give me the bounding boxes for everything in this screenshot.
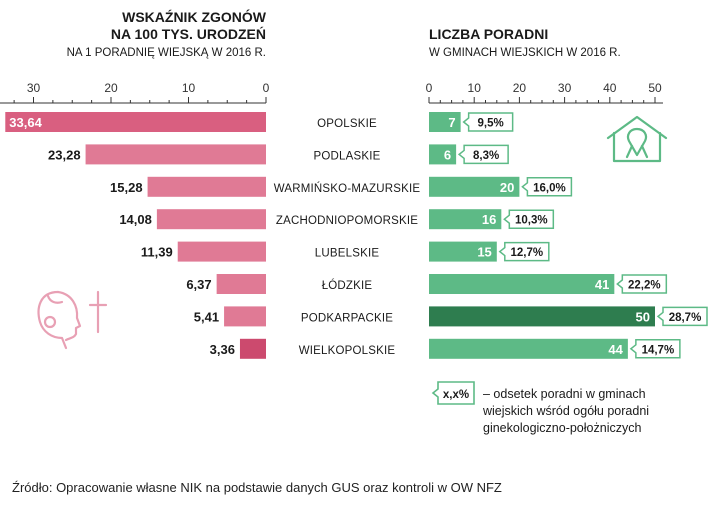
left-tick-label: 10 (182, 81, 196, 95)
percent-callout-box (503, 209, 555, 229)
right-tick-label: 10 (468, 81, 482, 95)
left-bar (5, 112, 266, 132)
right-bar (429, 306, 655, 327)
left-bar (239, 338, 266, 359)
percent-callout-box (457, 144, 509, 165)
region-label: PODKARPACKIE (301, 312, 393, 324)
left-bar-value: 23,28 (48, 147, 81, 162)
right-tick-label: 20 (513, 81, 527, 95)
region-label: LUBELSKIE (315, 248, 380, 260)
left-bar-value: 5,41 (194, 309, 219, 324)
legend-line-2: wiejskich wśród ogółu poradni (482, 404, 649, 418)
left-bar-value: 14,08 (119, 212, 152, 227)
percent-callout-label: 8,3% (473, 150, 499, 162)
region-label: ŁÓDZKIE (322, 279, 373, 292)
right-tick-label: 50 (648, 81, 662, 95)
left-bar (156, 209, 266, 230)
legend-symbol-box (431, 381, 475, 405)
region-label: ZACHODNIOPOMORSKIE (276, 215, 418, 227)
percent-callout-label: 28,7% (669, 312, 702, 324)
right-tick-label: 40 (603, 81, 617, 95)
left-bar-value: 3,36 (210, 342, 235, 357)
right-axis-ticks: 0 10 20 30 40 50 (426, 81, 663, 104)
left-tick-label: 30 (27, 81, 41, 95)
left-axis-ticks: 30 20 10 0 (0, 81, 270, 104)
region-labels: OPOLSKIE PODLASKIE WARMIŃSKO-MAZURSKIE ZACH… (274, 118, 421, 357)
percent-callout-box (462, 112, 514, 132)
right-chart-title: LICZBA PORADNI (429, 26, 548, 42)
chart-canvas: WSKAŹNIK ZGONÓW NA 100 TYS. URODZEŃ NA 1… (0, 8, 708, 435)
right-bar (429, 274, 615, 294)
legend-line-1: – odsetek poradni w gminach (483, 387, 646, 401)
right-bar-value: 7 (448, 115, 455, 130)
region-label: PODLASKIE (314, 150, 381, 162)
percent-legend: x,x% – odsetek poradni w gminach wiejski… (431, 381, 649, 435)
right-bar-value: 41 (595, 277, 609, 292)
percent-callout-label: 9,5% (478, 118, 504, 130)
left-bars: 33,64 23,28 15,28 14,08 11,39 6,37 5,41 3,36 (5, 112, 266, 359)
right-chart-subtitle: W GMINACH WIEJSKICH W 2016 R. (429, 47, 621, 59)
left-bar-value: 33,64 (9, 115, 42, 130)
legend-symbol: x,x% (443, 389, 469, 401)
right-bar (429, 112, 461, 132)
percent-callout-box (656, 306, 708, 327)
left-bar-value: 11,39 (141, 245, 173, 260)
region-label: WARMIŃSKO-MAZURSKIE (274, 182, 421, 195)
region-label: WIELKOPOLSKIE (299, 345, 396, 357)
left-bar-value: 15,28 (110, 180, 143, 195)
source-note: Źródło: Opracowanie własne NIK na podsta… (12, 480, 502, 495)
percent-callout-label: 10,3% (515, 215, 548, 227)
house-with-ribbon-icon (606, 115, 668, 163)
right-bar (429, 144, 457, 165)
left-bar (224, 306, 266, 327)
right-bar (429, 209, 502, 230)
left-tick-label: 20 (104, 81, 118, 95)
right-bar (429, 241, 497, 262)
right-bar-value: 50 (636, 309, 650, 324)
left-chart-title-line1: WSKAŹNIK ZGONÓW (122, 8, 267, 25)
right-bar-value: 6 (444, 147, 451, 162)
percent-callout-label: 12,7% (510, 247, 543, 259)
left-chart-title-line2: NA 100 TYS. URODZEŃ (111, 26, 266, 42)
percent-callout-label: 14,7% (642, 344, 675, 356)
left-bar (85, 144, 266, 165)
percent-callout-box (616, 274, 668, 294)
left-tick-label: 0 (263, 81, 270, 95)
percent-callout-label: 22,2% (628, 280, 661, 292)
left-chart-subtitle: NA 1 PORADNIĘ WIEJSKĄ W 2016 R. (67, 47, 266, 59)
right-bar (429, 338, 628, 359)
right-bar-value: 15 (477, 245, 491, 260)
child-head-with-cross-icon (37, 290, 108, 350)
right-tick-label: 30 (558, 81, 572, 95)
percent-callout-box (498, 241, 550, 262)
percent-callout-box (521, 177, 573, 197)
right-bar-value: 44 (608, 342, 623, 357)
right-bars: 7 9,5% 6 8,3% 20 16,0% 16 10,3% 15 12,7% 41 22,2% 50… (429, 112, 708, 359)
left-bar (177, 241, 266, 262)
legend-line-3: ginekologiczno-położniczych (483, 421, 641, 435)
left-bar (147, 176, 266, 197)
percent-callout-label: 16,0% (533, 182, 566, 194)
right-bar (429, 176, 520, 197)
right-tick-label: 0 (426, 81, 433, 95)
left-bar-value: 6,37 (186, 277, 211, 292)
region-label: OPOLSKIE (317, 118, 377, 130)
right-bar-value: 16 (482, 212, 496, 227)
right-bar-value: 20 (500, 180, 514, 195)
left-bar (216, 274, 266, 294)
percent-callout-box (629, 339, 681, 359)
